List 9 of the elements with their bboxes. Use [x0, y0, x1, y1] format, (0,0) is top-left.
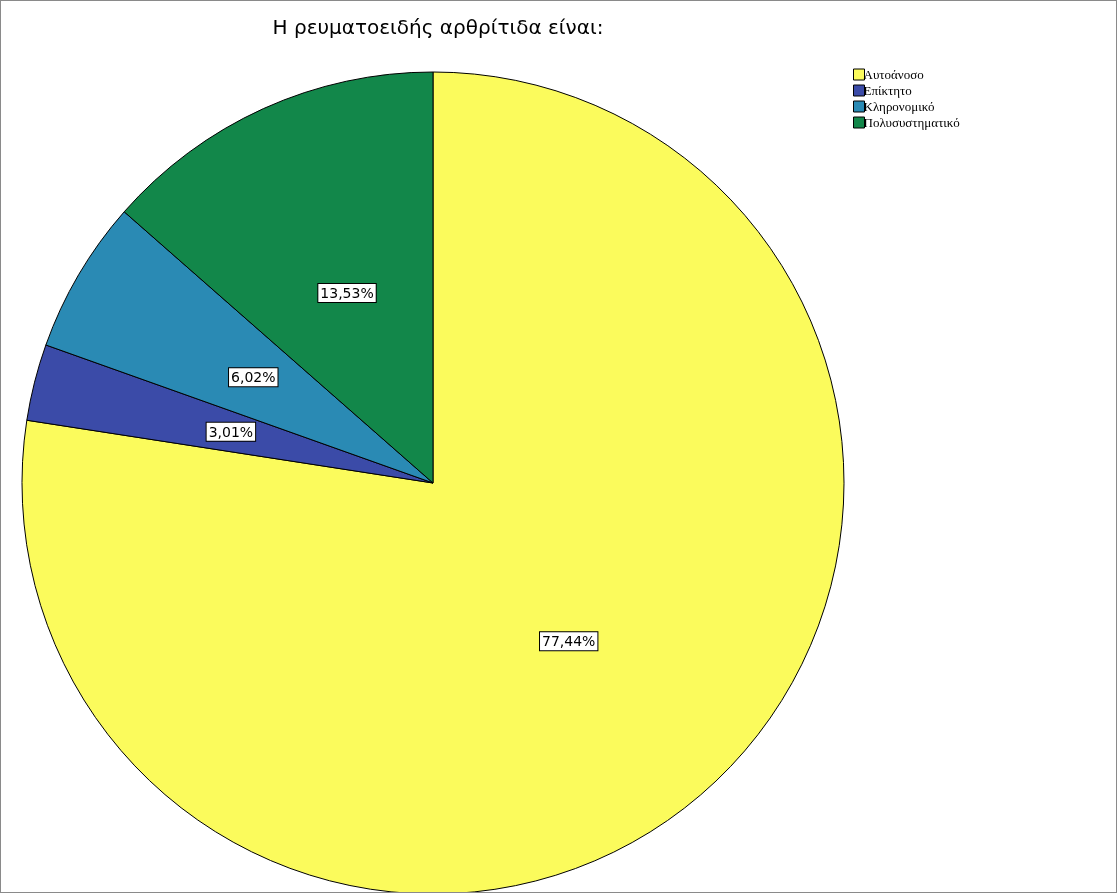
- chart-title: Η ρευματοειδής αρθρίτιδα είναι:: [272, 15, 604, 39]
- legend-label: Επίκτητο: [863, 83, 912, 98]
- legend-label: Κληρονομικό: [863, 99, 935, 114]
- data-label: 77,44%: [542, 633, 596, 650]
- data-label: 13,53%: [320, 285, 374, 302]
- legend-label: Αυτοάνοσο: [863, 67, 924, 82]
- legend-label: Πολυσυστηματικό: [863, 115, 960, 130]
- data-label: 6,02%: [231, 369, 276, 386]
- data-label: 3,01%: [208, 423, 254, 440]
